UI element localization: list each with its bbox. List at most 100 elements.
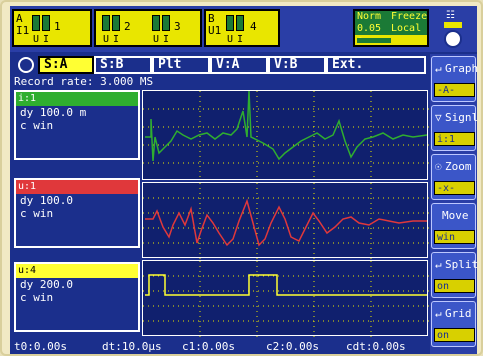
grid <box>143 261 429 337</box>
tab-ext[interactable]: Ext. <box>326 56 426 74</box>
softkey-title: Split <box>445 258 479 271</box>
record-rate: Record rate: 3.000 MS <box>14 75 154 88</box>
group-a-tag: A <box>16 12 23 25</box>
channel-group-a[interactable]: A I1 1 U I <box>12 9 92 47</box>
waveform-plot-u1[interactable] <box>142 182 429 259</box>
menu-icon: ☷ <box>446 10 455 21</box>
channel-panel-i1[interactable]: i:1 dy 100.0 m c win <box>14 90 140 160</box>
tab-plt[interactable]: Plt <box>152 56 210 74</box>
down-triangle-icon: ▽ <box>435 111 442 124</box>
waveform-svg <box>143 91 429 181</box>
softkey-title: Grid <box>445 307 472 320</box>
channel-number: 4 <box>250 20 257 33</box>
waveform-svg <box>143 261 429 337</box>
i-label: I <box>43 34 50 45</box>
t0-readout: t0:0.00s <box>14 340 67 353</box>
channel-coupling: c win <box>20 291 54 304</box>
i-level-bar <box>162 15 170 31</box>
group-b-input: U1 <box>208 24 222 37</box>
i-level-bar <box>42 15 50 31</box>
channel-scale: dy 100.0 <box>20 194 73 207</box>
softkey-title: Graph <box>445 62 479 75</box>
group-b-tag: B <box>208 12 215 25</box>
split-softkey[interactable]: ↵ Split on <box>431 252 479 298</box>
local-mode[interactable]: Local <box>389 23 427 35</box>
u-label: U <box>103 34 110 45</box>
softkey-title: Move <box>442 209 469 222</box>
freeze-mode[interactable]: Freeze <box>389 11 428 23</box>
i-label: I <box>237 34 244 45</box>
return-arrow-icon: ↵ <box>435 62 442 75</box>
channel-number: 3 <box>174 20 181 33</box>
timebase-value: 0.05 s <box>355 23 389 46</box>
progress-indicator <box>357 38 391 43</box>
instrument-screen: A I1 1 U I 2 U I 3 U I <box>10 6 479 354</box>
u-label: U <box>33 34 40 45</box>
arrow-icon <box>444 22 462 28</box>
cdt-readout: cdt:0.00s <box>346 340 406 353</box>
knob-icon <box>444 30 462 48</box>
c2-readout: c2:0.00s <box>266 340 319 353</box>
tab-v-b[interactable]: V:B <box>268 56 326 74</box>
channel-name: u:4 <box>16 264 138 278</box>
norm-mode[interactable]: Norm <box>355 11 389 23</box>
channel-coupling: c win <box>20 207 54 220</box>
view-tabs: S:A S:B Plt V:A V:B Ext. <box>10 54 430 76</box>
channel-group-2-3[interactable]: 2 U I 3 U I <box>94 9 202 47</box>
graph-softkey[interactable]: ↵ Graph -A- <box>431 56 479 102</box>
u-label: U <box>227 34 234 45</box>
channel-panel-u1[interactable]: u:1 dy 100.0 c win <box>14 178 140 248</box>
softkey-value: on <box>434 279 475 293</box>
u-level-bar <box>102 15 110 31</box>
channel-scale: dy 100.0 m <box>20 106 87 119</box>
tab-nav-icon[interactable] <box>18 57 34 73</box>
softkey-value: on <box>434 328 475 342</box>
channel-number: 2 <box>124 20 131 33</box>
dt-readout: dt:10.0µs <box>102 340 162 353</box>
u4-trace <box>145 274 427 296</box>
softkey-value: i:1 <box>434 132 475 146</box>
softkey-title: Signl <box>445 111 479 124</box>
cursor-bar: t0:0.00s dt:10.0µs c1:0.00s c2:0.00s cdt… <box>10 338 430 354</box>
acquisition-mode-box[interactable]: Norm Freeze 0.05 s Local <box>353 9 429 47</box>
u-level-bar <box>226 15 234 31</box>
channel-group-b[interactable]: B U1 4 U I <box>204 9 280 47</box>
channel-number: 1 <box>54 20 61 33</box>
group-a-input: I1 <box>16 24 30 37</box>
i-level-bar <box>112 15 120 31</box>
waveform-plot-i1[interactable] <box>142 90 429 181</box>
channel-scale: dy 200.0 <box>20 278 73 291</box>
i-label: I <box>113 34 120 45</box>
softkey-title: Zoom <box>445 160 472 173</box>
tab-s-b[interactable]: S:B <box>94 56 152 74</box>
tab-v-a[interactable]: V:A <box>210 56 268 74</box>
grid <box>143 91 429 181</box>
channel-name: i:1 <box>16 92 138 106</box>
softkey-value: win <box>434 230 475 244</box>
zoom-softkey[interactable]: ☉ Zoom -x- <box>431 154 476 200</box>
waveform-svg <box>143 183 429 259</box>
tab-s-a[interactable]: S:A <box>38 56 94 74</box>
u-level-bar <box>32 15 40 31</box>
move-softkey[interactable]: Move win <box>431 203 476 249</box>
grid-softkey[interactable]: ↵ Grid on <box>431 301 476 347</box>
i1-trace <box>145 91 428 162</box>
channel-coupling: c win <box>20 119 54 132</box>
i-level-bar <box>236 15 244 31</box>
u-level-bar <box>152 15 160 31</box>
u1-trace <box>145 198 427 247</box>
signal-softkey[interactable]: ▽ Signl i:1 <box>431 105 479 151</box>
softkey-value: -A- <box>434 83 475 97</box>
channel-name: u:1 <box>16 180 138 194</box>
soft-key-menu: ↵ Graph -A- ▽ Signl i:1 ☉ Zoom -x- Move … <box>430 54 479 354</box>
return-arrow-icon: ↵ <box>435 258 442 271</box>
zoom-icon: ☉ <box>435 160 442 173</box>
c1-readout: c1:0.00s <box>182 340 235 353</box>
settings-corner[interactable]: ☷ <box>430 6 477 52</box>
channel-panel-u4[interactable]: u:4 dy 200.0 c win <box>14 262 140 332</box>
i-label: I <box>163 34 170 45</box>
waveform-plot-u4[interactable] <box>142 260 429 337</box>
return-arrow-icon: ↵ <box>435 307 442 320</box>
channel-status-bar: A I1 1 U I 2 U I 3 U I <box>10 6 430 52</box>
